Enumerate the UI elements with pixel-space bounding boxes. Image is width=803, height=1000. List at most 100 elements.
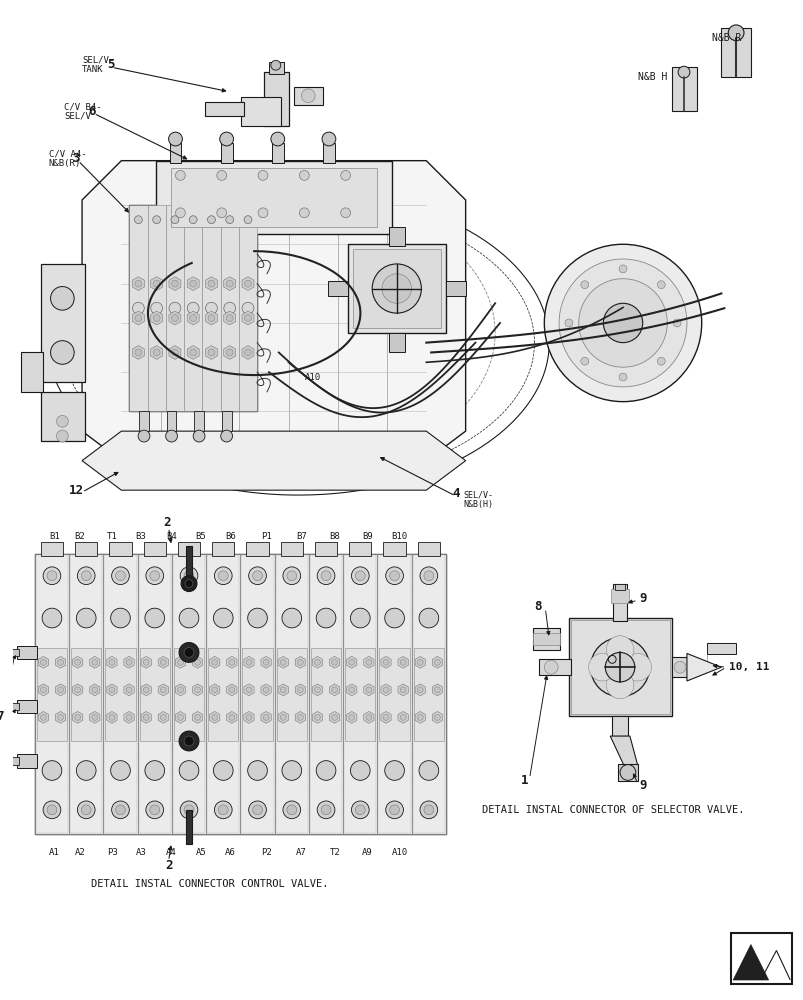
Polygon shape: [329, 684, 340, 696]
Circle shape: [605, 636, 633, 663]
Circle shape: [211, 714, 218, 720]
Circle shape: [252, 571, 262, 581]
Circle shape: [112, 801, 129, 819]
Polygon shape: [141, 656, 151, 668]
Circle shape: [208, 349, 214, 356]
Circle shape: [677, 66, 689, 78]
Bar: [71, 648, 101, 741]
Text: P1: P1: [261, 532, 272, 541]
Polygon shape: [242, 346, 254, 359]
Bar: [37, 648, 67, 741]
Bar: [70, 555, 102, 833]
Circle shape: [332, 659, 337, 665]
Bar: [207, 555, 239, 833]
Circle shape: [193, 430, 205, 442]
Circle shape: [618, 373, 626, 381]
Text: A2: A2: [75, 848, 85, 857]
Polygon shape: [223, 346, 235, 359]
Bar: [35, 554, 446, 834]
Polygon shape: [150, 277, 162, 290]
Circle shape: [657, 357, 664, 365]
Circle shape: [400, 687, 406, 693]
Circle shape: [674, 661, 685, 673]
Bar: [17, 754, 37, 768]
Text: 9: 9: [639, 592, 646, 605]
Circle shape: [77, 567, 95, 585]
Circle shape: [400, 659, 406, 665]
Bar: [343, 554, 377, 834]
Circle shape: [349, 714, 354, 720]
Text: 8: 8: [533, 600, 540, 613]
Polygon shape: [55, 711, 66, 723]
Bar: [10, 703, 19, 710]
Circle shape: [244, 216, 251, 224]
Bar: [173, 555, 205, 833]
Circle shape: [400, 714, 406, 720]
Polygon shape: [158, 684, 168, 696]
Circle shape: [385, 608, 404, 628]
Text: SEL/V-: SEL/V-: [82, 56, 114, 65]
Circle shape: [588, 653, 615, 681]
Circle shape: [76, 608, 96, 628]
Circle shape: [58, 687, 63, 693]
Circle shape: [151, 302, 162, 314]
Bar: [349, 542, 371, 556]
Polygon shape: [243, 656, 254, 668]
Text: 7: 7: [0, 710, 3, 723]
Circle shape: [248, 801, 266, 819]
Polygon shape: [39, 684, 48, 696]
Circle shape: [160, 714, 166, 720]
Bar: [129, 205, 147, 411]
Bar: [241, 555, 273, 833]
Circle shape: [365, 659, 371, 665]
Circle shape: [171, 349, 178, 356]
Polygon shape: [124, 711, 134, 723]
Bar: [170, 168, 377, 227]
Polygon shape: [124, 656, 134, 668]
Circle shape: [258, 208, 267, 218]
Bar: [185, 546, 192, 581]
Circle shape: [605, 671, 633, 699]
Circle shape: [385, 761, 404, 780]
Circle shape: [229, 659, 234, 665]
Circle shape: [226, 216, 234, 224]
Circle shape: [244, 280, 251, 287]
Circle shape: [605, 652, 634, 682]
Polygon shape: [187, 346, 199, 359]
Polygon shape: [206, 277, 217, 290]
Circle shape: [247, 608, 267, 628]
Circle shape: [217, 208, 226, 218]
Circle shape: [92, 714, 98, 720]
Bar: [720, 28, 750, 77]
Circle shape: [177, 714, 183, 720]
Bar: [293, 87, 323, 105]
Circle shape: [135, 315, 141, 321]
Bar: [246, 542, 268, 556]
Circle shape: [226, 315, 233, 321]
Bar: [352, 249, 441, 328]
Circle shape: [297, 687, 303, 693]
Bar: [173, 648, 204, 741]
Circle shape: [283, 801, 300, 819]
Text: 10, 11: 10, 11: [728, 662, 768, 672]
Text: 6: 6: [88, 105, 96, 118]
Bar: [446, 281, 465, 296]
Circle shape: [111, 608, 130, 628]
Text: N&B H: N&B H: [637, 72, 666, 82]
Text: TANK: TANK: [82, 65, 104, 74]
Circle shape: [179, 608, 198, 628]
Polygon shape: [150, 311, 162, 325]
Circle shape: [190, 280, 197, 287]
Polygon shape: [192, 656, 202, 668]
Circle shape: [349, 687, 354, 693]
Circle shape: [160, 659, 166, 665]
Bar: [271, 143, 283, 163]
Circle shape: [190, 315, 197, 321]
Bar: [412, 555, 444, 833]
Circle shape: [565, 319, 573, 327]
Bar: [10, 649, 19, 656]
Polygon shape: [414, 711, 425, 723]
Bar: [177, 542, 200, 556]
Bar: [205, 102, 244, 116]
Circle shape: [314, 714, 320, 720]
